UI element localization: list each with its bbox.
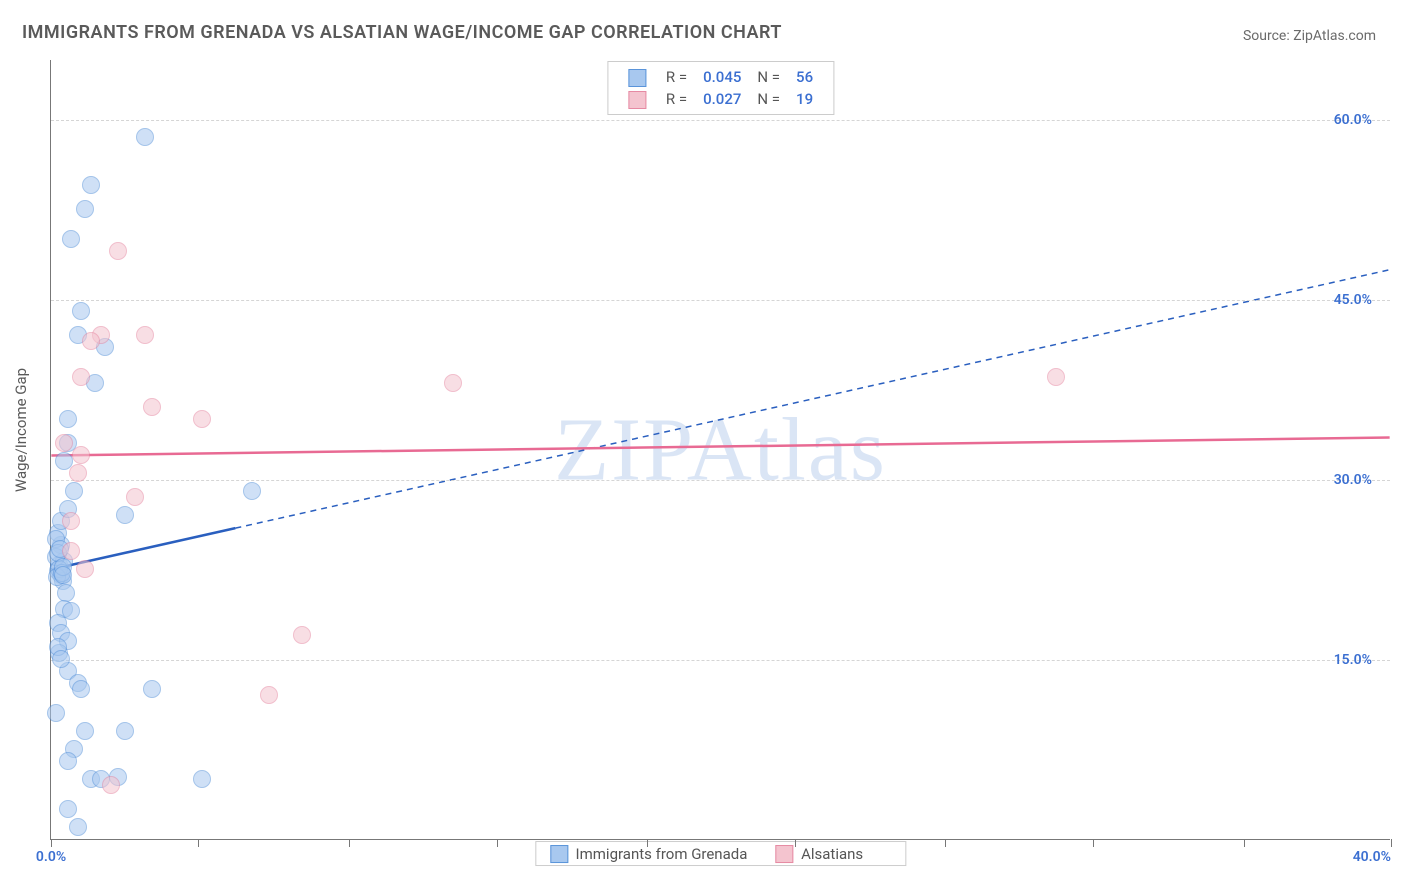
- y-tick-label: 30.0%: [1334, 472, 1372, 488]
- correlation-legend: R =0.045N =56R =0.027N =19: [607, 61, 834, 115]
- gridline: [51, 660, 1390, 661]
- x-tick-label: 0.0%: [36, 849, 66, 865]
- data-point: [1047, 368, 1065, 386]
- x-tick: [349, 839, 350, 847]
- x-tick: [198, 839, 199, 847]
- gridline: [51, 480, 1390, 481]
- data-point: [116, 506, 134, 524]
- data-point: [143, 680, 161, 698]
- data-point: [243, 482, 261, 500]
- data-point: [59, 800, 77, 818]
- legend-n-label: N =: [749, 88, 788, 110]
- trend-line-dashed: [235, 270, 1389, 528]
- data-point: [72, 680, 90, 698]
- data-point: [126, 488, 144, 506]
- x-tick: [795, 839, 796, 847]
- gridline: [51, 300, 1390, 301]
- data-point: [136, 326, 154, 344]
- data-point: [260, 686, 278, 704]
- legend-n-value: 56: [788, 66, 821, 88]
- legend-series-label: Immigrants from Grenada: [572, 845, 748, 863]
- data-point: [69, 818, 87, 836]
- data-point: [193, 770, 211, 788]
- data-point: [47, 704, 65, 722]
- x-tick: [1093, 839, 1094, 847]
- data-point: [193, 410, 211, 428]
- chart-title: IMMIGRANTS FROM GRENADA VS ALSATIAN WAGE…: [22, 22, 782, 43]
- data-point: [102, 776, 120, 794]
- data-point: [54, 566, 72, 584]
- data-point: [444, 374, 462, 392]
- legend-r-label: R =: [658, 88, 695, 110]
- y-tick-label: 45.0%: [1334, 292, 1372, 308]
- legend-r-value: 0.027: [695, 88, 749, 110]
- data-point: [293, 626, 311, 644]
- data-point: [55, 434, 73, 452]
- data-point: [69, 464, 87, 482]
- legend-r-label: R =: [658, 66, 695, 88]
- legend-series-label: Alsatians: [797, 845, 863, 863]
- trend-line-solid: [51, 438, 1389, 456]
- x-tick: [51, 839, 52, 847]
- data-point: [62, 512, 80, 530]
- legend-n-value: 19: [788, 88, 821, 110]
- data-point: [59, 752, 77, 770]
- x-tick: [1391, 839, 1392, 847]
- trend-lines-layer: [51, 60, 1390, 839]
- legend-n-label: N =: [749, 66, 788, 88]
- plot-area: ZIPAtlas R =0.045N =56R =0.027N =19 Immi…: [50, 60, 1390, 840]
- data-point: [59, 410, 77, 428]
- legend-swatch: [775, 845, 793, 863]
- data-point: [109, 242, 127, 260]
- data-point: [136, 128, 154, 146]
- x-tick: [647, 839, 648, 847]
- data-point: [72, 446, 90, 464]
- x-tick: [945, 839, 946, 847]
- data-point: [52, 650, 70, 668]
- y-axis-label: Wage/Income Gap: [12, 368, 30, 492]
- data-point: [72, 368, 90, 386]
- gridline: [51, 120, 1390, 121]
- y-tick-label: 15.0%: [1334, 652, 1372, 668]
- data-point: [72, 302, 90, 320]
- data-point: [62, 542, 80, 560]
- legend-r-value: 0.045: [695, 66, 749, 88]
- data-point: [76, 200, 94, 218]
- data-point: [82, 332, 100, 350]
- data-point: [76, 722, 94, 740]
- legend-row: R =0.027N =19: [620, 88, 821, 110]
- data-point: [65, 482, 83, 500]
- source-attribution: Source: ZipAtlas.com: [1243, 28, 1376, 44]
- x-tick: [1244, 839, 1245, 847]
- data-point: [116, 722, 134, 740]
- x-tick-label: 40.0%: [1353, 849, 1391, 865]
- data-point: [82, 176, 100, 194]
- data-point: [143, 398, 161, 416]
- data-point: [62, 230, 80, 248]
- legend-swatch: [550, 845, 568, 863]
- data-point: [76, 560, 94, 578]
- x-tick: [497, 839, 498, 847]
- legend-row: R =0.045N =56: [620, 66, 821, 88]
- series-legend: Immigrants from Grenada Alsatians: [535, 841, 906, 866]
- y-tick-label: 60.0%: [1334, 112, 1372, 128]
